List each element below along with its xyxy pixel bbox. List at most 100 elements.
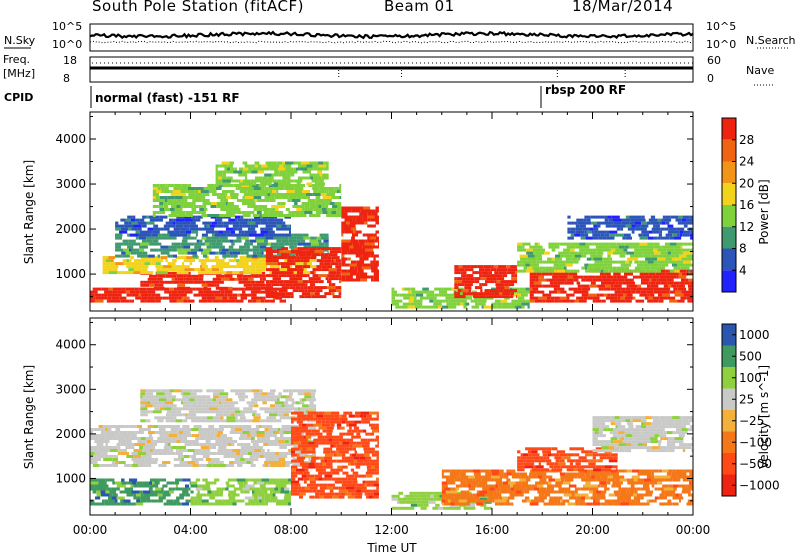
range-cell xyxy=(356,489,362,493)
range-cell xyxy=(643,478,652,482)
range-cell xyxy=(145,437,154,440)
range-cell xyxy=(631,443,635,447)
range-cell xyxy=(594,260,604,264)
range-cell xyxy=(353,245,363,249)
range-cell xyxy=(491,472,499,476)
range-cell xyxy=(657,481,663,485)
range-cell xyxy=(273,431,276,434)
range-cell xyxy=(664,227,669,231)
range-cell xyxy=(668,484,673,488)
range-cell xyxy=(152,239,159,243)
range-cell xyxy=(466,490,470,494)
range-cell xyxy=(563,493,572,497)
range-cell xyxy=(563,481,571,485)
range-cell xyxy=(224,167,227,171)
range-cell xyxy=(315,289,323,293)
range-cell xyxy=(250,205,259,208)
range-cell xyxy=(211,245,220,249)
range-cell xyxy=(95,496,101,500)
range-cell xyxy=(637,478,644,482)
range-cell xyxy=(242,487,250,491)
range-cell xyxy=(372,429,378,433)
range-cell xyxy=(590,496,599,500)
range-cell xyxy=(664,242,670,246)
range-cell xyxy=(634,490,638,494)
range-cell xyxy=(613,490,621,494)
range-cell xyxy=(123,248,129,252)
range-cell xyxy=(624,449,632,453)
range-cell xyxy=(249,239,257,243)
range-cell xyxy=(462,493,470,497)
range-cell xyxy=(520,456,527,460)
range-cell xyxy=(267,392,272,396)
range-cell xyxy=(365,462,372,466)
range-cell xyxy=(691,484,693,488)
range-cell xyxy=(306,474,315,478)
range-cell xyxy=(629,215,634,219)
range-cell xyxy=(235,419,240,423)
range-cell xyxy=(303,250,306,254)
range-cell xyxy=(249,202,256,205)
range-cell xyxy=(207,452,210,455)
range-cell xyxy=(240,434,247,437)
range-cell xyxy=(230,239,234,243)
range-cell xyxy=(315,492,320,496)
range-cell xyxy=(240,251,245,255)
range-cell xyxy=(650,284,659,288)
range-cell xyxy=(355,414,360,418)
range-cell xyxy=(227,455,231,458)
range-cell xyxy=(264,461,269,464)
range-cell xyxy=(601,242,609,246)
range-cell xyxy=(133,271,141,275)
range-cell xyxy=(336,190,340,193)
range-cell xyxy=(669,290,676,294)
range-cell xyxy=(185,280,189,284)
range-cell xyxy=(111,461,116,464)
range-cell xyxy=(491,277,497,281)
range-cell xyxy=(131,248,140,252)
range-cell xyxy=(275,431,280,434)
range-cell xyxy=(406,506,415,510)
range-cell xyxy=(210,205,217,208)
range-cell xyxy=(203,254,208,258)
range-cell xyxy=(314,495,319,499)
range-cell xyxy=(679,443,688,447)
range-cell xyxy=(366,474,373,478)
range-cell xyxy=(672,233,678,237)
range-cell xyxy=(335,420,342,424)
range-cell xyxy=(210,419,219,423)
range-cell xyxy=(152,199,160,202)
range-cell xyxy=(326,164,329,168)
range-cell xyxy=(131,227,138,231)
range-cell xyxy=(293,435,296,439)
range-cell xyxy=(561,299,570,303)
range-cell xyxy=(557,281,565,285)
range-cell xyxy=(642,227,647,231)
range-cell xyxy=(538,472,547,476)
range-cell xyxy=(151,446,156,449)
range-cell xyxy=(577,287,582,291)
range-cell xyxy=(351,477,358,481)
range-cell xyxy=(616,266,625,270)
range-cell xyxy=(366,495,369,499)
range-cell xyxy=(279,416,283,420)
range-cell xyxy=(218,401,221,405)
range-cell xyxy=(441,305,448,309)
range-cell xyxy=(291,420,294,424)
range-cell xyxy=(145,395,152,399)
range-cell xyxy=(619,449,625,453)
range-cell xyxy=(658,278,667,282)
range-cell xyxy=(592,248,597,252)
range-cell xyxy=(531,484,538,488)
range-cell xyxy=(331,259,334,263)
range-cell xyxy=(511,280,518,284)
range-cell xyxy=(554,456,562,460)
range-cell xyxy=(280,434,284,437)
range-cell xyxy=(614,296,618,300)
range-cell xyxy=(469,493,473,497)
range-cell xyxy=(276,502,280,506)
range-cell xyxy=(179,493,183,497)
range-cell xyxy=(244,248,253,252)
range-cell xyxy=(352,242,360,246)
